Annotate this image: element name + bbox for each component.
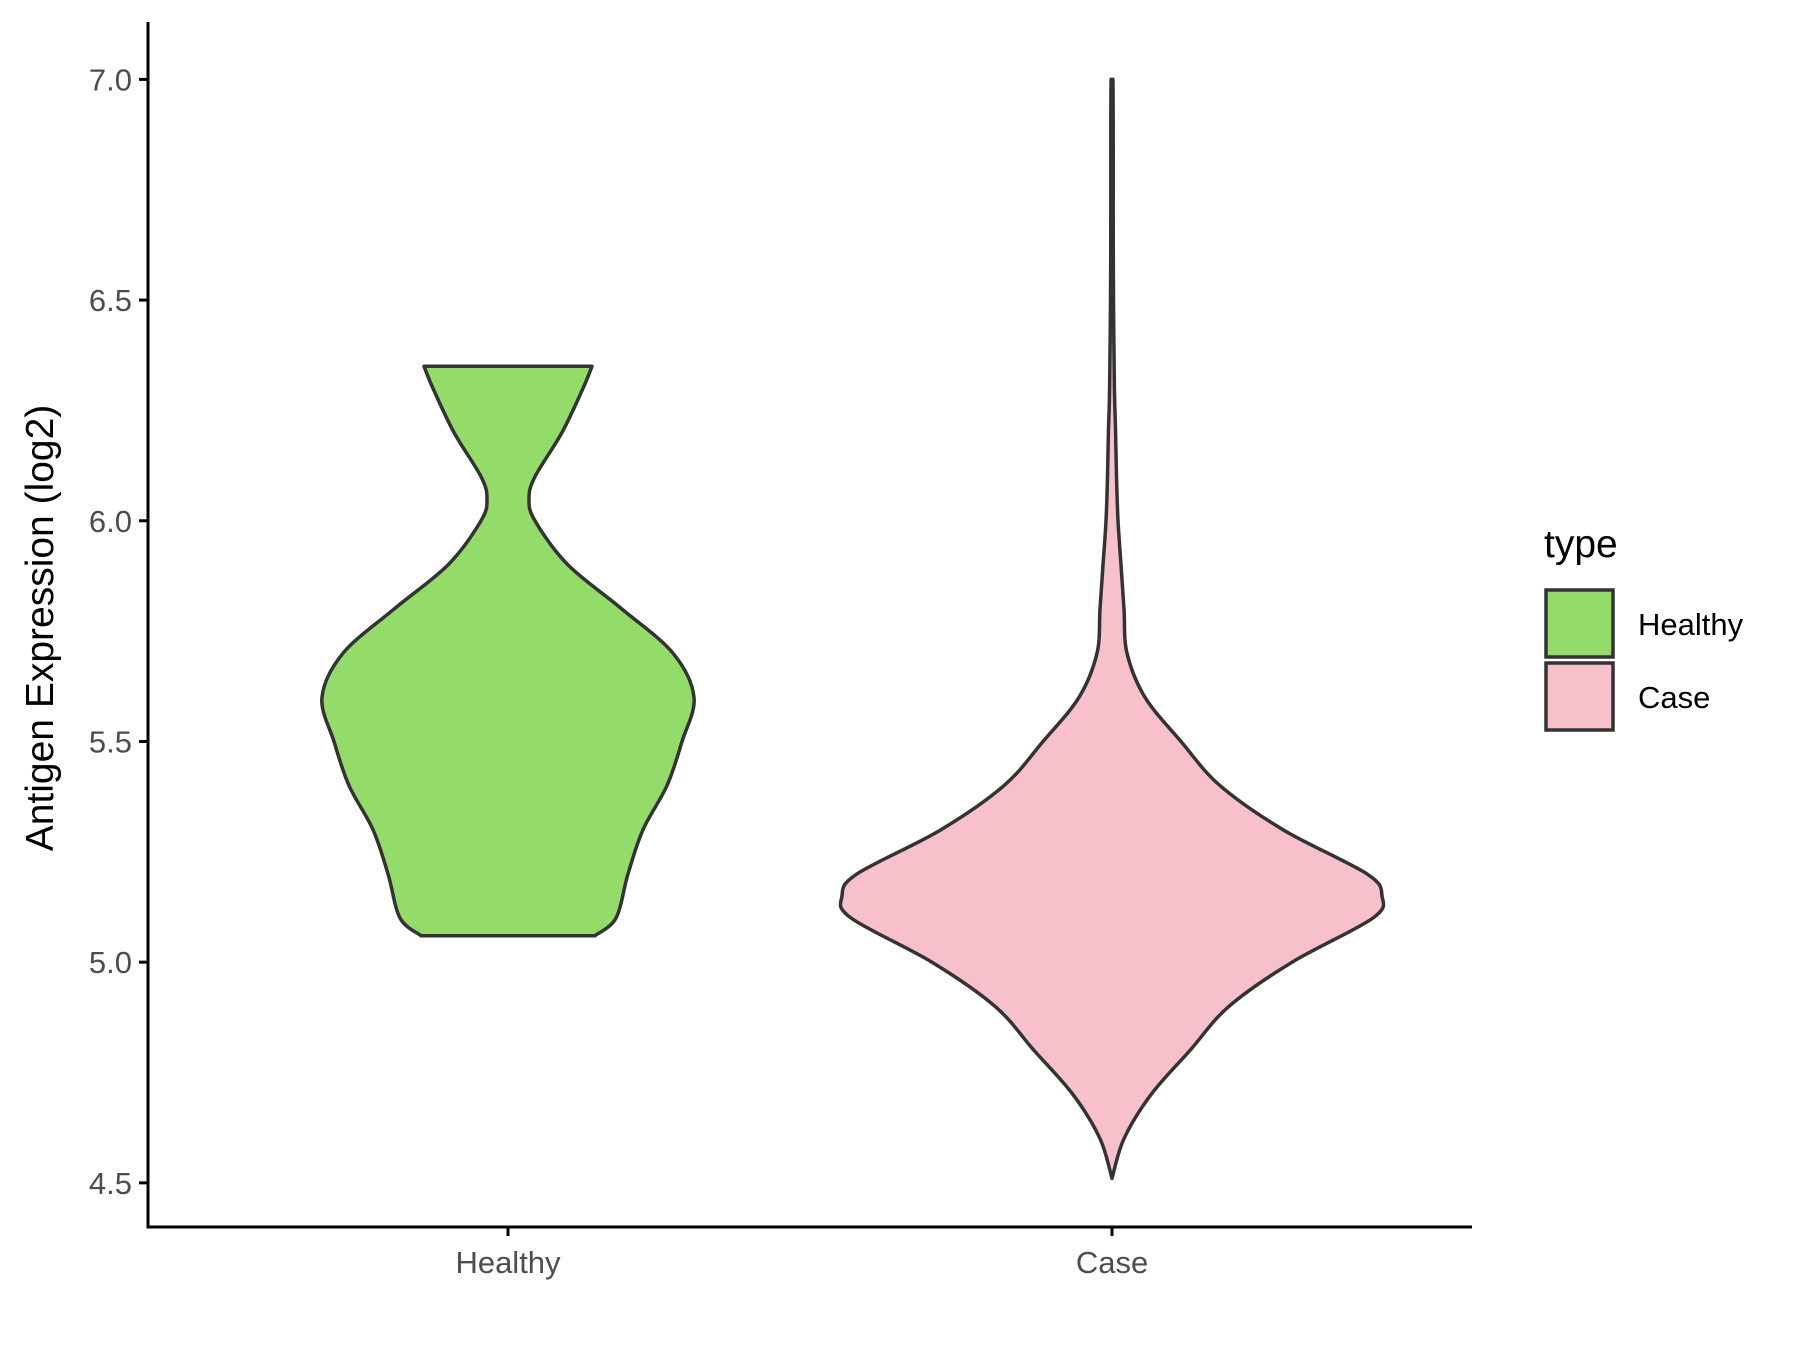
y-tick-label: 6.5 [89, 283, 132, 318]
legend-label-healthy: Healthy [1638, 607, 1744, 642]
legend-swatch-healthy [1544, 588, 1615, 659]
violin-healthy [320, 364, 696, 938]
plot-area: 4.5 5.0 5.5 6.0 6.5 7.0 Healthy Case [89, 22, 1472, 1280]
violin-case [838, 77, 1386, 1181]
x-ticks: Healthy Case [455, 1227, 1148, 1280]
legend-items: Healthy Case [1544, 588, 1744, 732]
legend-swatch-case [1544, 661, 1615, 732]
y-tick-label: 4.5 [89, 1166, 132, 1201]
y-tick-label: 7.0 [89, 62, 132, 97]
violins [320, 77, 1386, 1181]
legend-label-case: Case [1638, 680, 1710, 715]
x-tick-label: Case [1076, 1245, 1148, 1280]
y-tick-label: 5.0 [89, 945, 132, 980]
y-tick-label: 5.5 [89, 724, 132, 759]
legend-title: type [1544, 523, 1618, 566]
y-axis-title: Antigen Expression (log2) [19, 405, 62, 852]
y-ticks: 4.5 5.0 5.5 6.0 6.5 7.0 [89, 62, 148, 1201]
legend: type Healthy Case [1544, 523, 1744, 732]
x-tick-label: Healthy [455, 1245, 561, 1280]
y-tick-label: 6.0 [89, 504, 132, 539]
